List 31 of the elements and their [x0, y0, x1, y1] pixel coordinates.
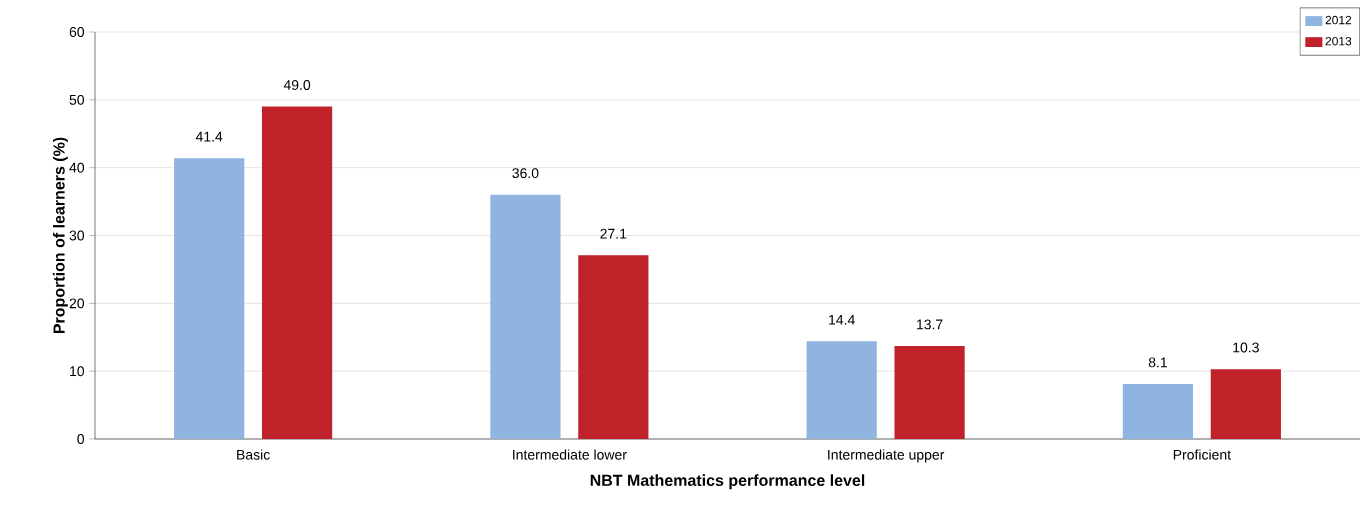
data-label: 41.4	[195, 131, 223, 142]
x-tick-label: Intermediate lower	[513, 449, 627, 460]
bar	[578, 255, 649, 439]
bar	[806, 341, 877, 439]
y-tick-label: 40	[69, 162, 85, 173]
y-tick-label: 50	[69, 94, 85, 105]
y-axis-title: Proportion of learners (%)	[52, 137, 68, 334]
y-tick-label: 0	[77, 434, 85, 444]
data-label: 13.7	[917, 319, 943, 330]
x-tick-label: Basic	[237, 449, 270, 460]
bar	[261, 106, 333, 439]
data-label: 10.3	[1233, 342, 1259, 353]
y-tick-label: 60	[69, 27, 85, 37]
x-axis-title: NBT Mathematics performance level	[590, 474, 865, 490]
data-label: 27.1	[600, 228, 627, 239]
legend-label: 2012	[1325, 15, 1352, 25]
bar	[894, 346, 965, 439]
data-label: 8.1	[1148, 357, 1167, 368]
bar	[490, 194, 561, 439]
bar	[174, 158, 245, 439]
bar	[1210, 369, 1281, 439]
legend-label: 2013	[1325, 36, 1352, 46]
x-tick-label: Proficient	[1173, 449, 1231, 460]
x-tick-label: Intermediate upper	[828, 449, 945, 463]
y-tick-label: 20	[69, 298, 85, 309]
data-label: 36.0	[512, 168, 539, 179]
bar	[1122, 384, 1194, 439]
data-label: 49.0	[283, 80, 311, 90]
data-label: 14.4	[829, 314, 855, 325]
y-tick-label: 30	[69, 230, 85, 241]
y-tick-label: 10	[70, 366, 85, 377]
